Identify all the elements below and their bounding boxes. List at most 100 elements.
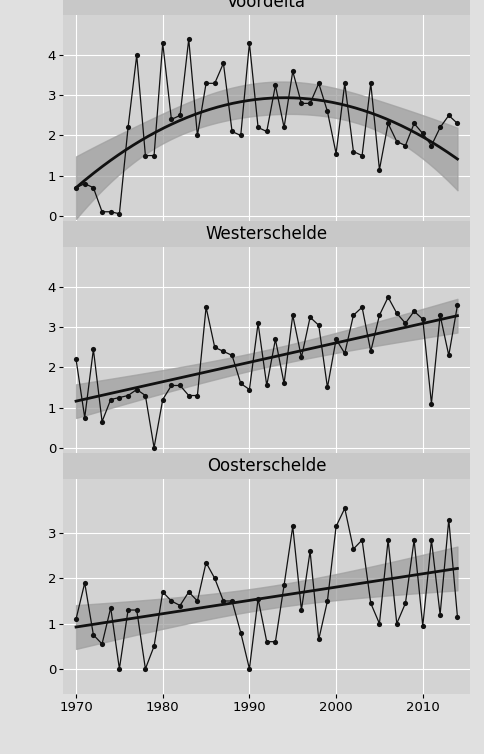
Point [366, 597, 374, 609]
Text: Westerschelde: Westerschelde [205, 225, 327, 243]
Point [409, 118, 417, 130]
Point [305, 545, 313, 557]
Point [245, 384, 253, 396]
Point [418, 127, 426, 139]
Point [228, 595, 236, 607]
Point [150, 640, 158, 652]
Point [444, 349, 452, 361]
Point [358, 534, 365, 546]
Point [314, 78, 322, 90]
Point [184, 390, 192, 402]
Point [141, 390, 149, 402]
Bar [63, 0, 469, 15]
Point [314, 319, 322, 331]
Point [358, 301, 365, 313]
Point [115, 208, 123, 220]
Point [392, 307, 400, 319]
Point [81, 412, 89, 424]
Point [271, 333, 279, 345]
Point [375, 164, 382, 176]
Point [176, 379, 183, 391]
Point [288, 309, 296, 321]
Point [159, 586, 166, 598]
Point [383, 291, 391, 303]
Point [90, 182, 97, 194]
Point [202, 301, 210, 313]
Point [124, 390, 132, 402]
Point [159, 37, 166, 49]
Point [133, 604, 140, 616]
Point [349, 309, 357, 321]
Point [245, 37, 253, 49]
Point [219, 345, 227, 357]
Point [435, 309, 443, 321]
Point [167, 379, 175, 391]
Point [349, 543, 357, 555]
Point [280, 579, 287, 591]
Point [332, 148, 339, 160]
Point [332, 520, 339, 532]
Point [98, 206, 106, 218]
Point [72, 354, 80, 366]
Point [141, 663, 149, 675]
Point [254, 121, 261, 133]
Point [262, 636, 270, 648]
Point [280, 121, 287, 133]
Point [106, 394, 114, 406]
Point [323, 595, 331, 607]
Point [349, 146, 357, 158]
Point [124, 121, 132, 133]
Point [383, 118, 391, 130]
Point [81, 577, 89, 589]
Point [98, 638, 106, 650]
Point [141, 149, 149, 161]
Point [392, 618, 400, 630]
Point [228, 349, 236, 361]
Point [288, 520, 296, 532]
Point [271, 636, 279, 648]
Point [401, 317, 408, 329]
Point [124, 604, 132, 616]
Point [193, 595, 201, 607]
Point [106, 602, 114, 614]
Point [150, 149, 158, 161]
Point [427, 397, 435, 409]
Point [453, 299, 460, 311]
Point [409, 534, 417, 546]
Point [418, 313, 426, 325]
Point [427, 139, 435, 152]
Point [323, 382, 331, 394]
Point [202, 78, 210, 90]
Point [236, 378, 244, 390]
Point [211, 78, 218, 90]
Point [340, 348, 348, 360]
Point [288, 66, 296, 78]
Point [314, 633, 322, 645]
Point [184, 586, 192, 598]
Point [340, 78, 348, 90]
Point [297, 351, 304, 363]
Point [133, 49, 140, 61]
Point [332, 333, 339, 345]
Point [383, 534, 391, 546]
Point [72, 182, 80, 194]
Point [401, 139, 408, 152]
Point [401, 597, 408, 609]
Point [453, 118, 460, 130]
Point [340, 502, 348, 514]
Point [133, 384, 140, 396]
Point [245, 663, 253, 675]
Point [159, 394, 166, 406]
Point [90, 343, 97, 355]
Point [72, 613, 80, 625]
Point [202, 556, 210, 569]
Point [90, 629, 97, 641]
Point [444, 513, 452, 526]
Point [167, 113, 175, 125]
Point [236, 130, 244, 142]
Point [453, 611, 460, 623]
Point [167, 595, 175, 607]
Point [358, 149, 365, 161]
Point [305, 97, 313, 109]
Point [427, 534, 435, 546]
